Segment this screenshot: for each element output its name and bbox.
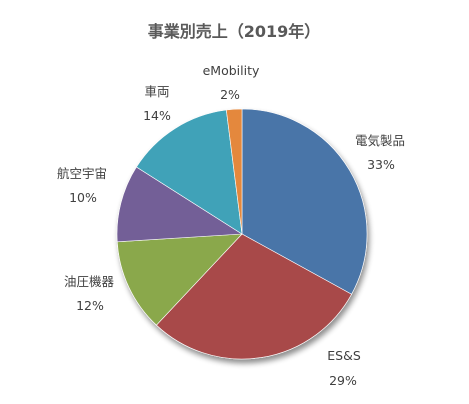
pie-slice [136,109,243,235]
slice-name-label: ES&S [327,348,361,363]
slice-value-label: 33% [367,157,395,172]
chart-title: 事業別売上（2019年） [148,22,321,41]
slice-name-label: 航空宇宙 [57,166,107,181]
pie-slices [116,108,368,360]
slice-value-label: 12% [76,298,104,313]
pie-slice [156,233,352,360]
slice-value-label: 29% [329,373,357,388]
pie-slice [225,108,243,235]
slice-value-label: 10% [69,190,97,205]
slice-name-label: eMobility [203,63,260,78]
slice-name-label: 油圧機器 [64,274,115,289]
slice-name-label: 電気製品 [355,133,405,148]
pie-slice [116,166,243,243]
slice-value-label: 14% [143,108,171,123]
pie-slice [116,233,243,326]
slice-labels: 電気製品 33% ES&S 29% 油圧機器 12% 航空宇宙 10% 車両 1… [57,63,405,388]
slice-name-label: 車両 [144,84,169,99]
pie-slice [241,108,368,295]
slice-value-label: 2% [220,87,240,102]
